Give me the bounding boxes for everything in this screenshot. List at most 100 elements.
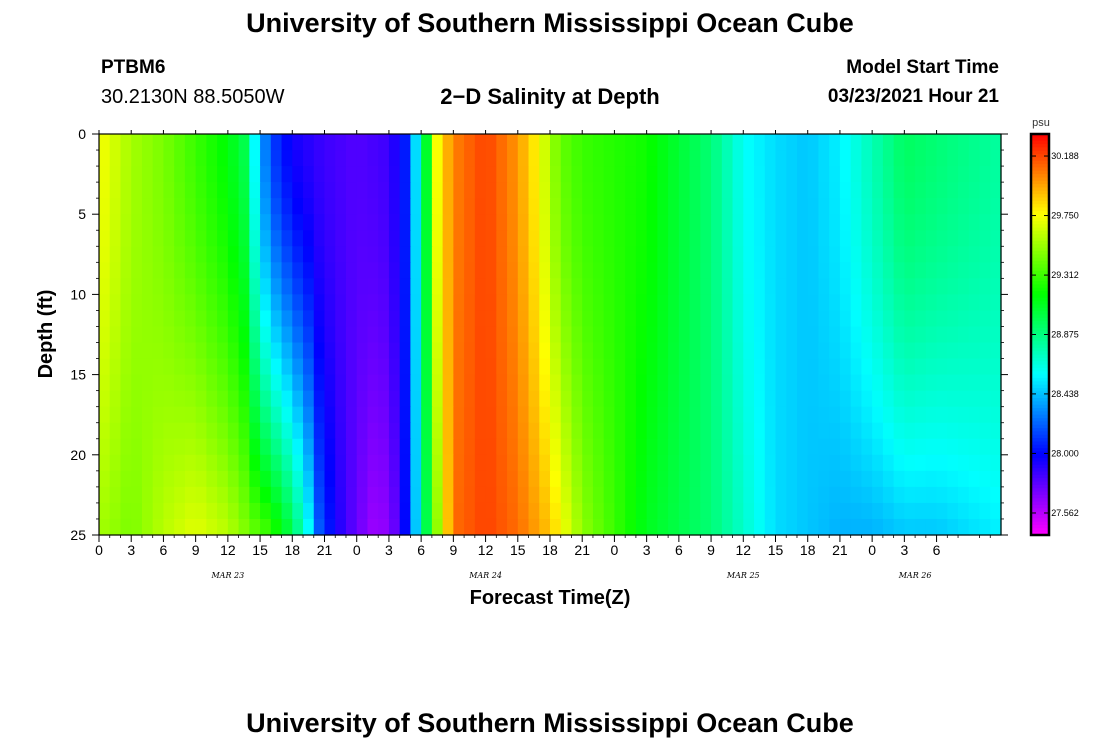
heatmap-cell (700, 454, 712, 472)
heatmap-cell (678, 214, 691, 231)
heatmap-cell (539, 502, 551, 520)
heatmap-cell (292, 182, 304, 199)
heatmap-cell (99, 198, 111, 215)
heatmap-cell (453, 438, 465, 456)
heatmap-cell (238, 294, 250, 312)
heatmap-cell (238, 486, 250, 504)
heatmap-cell (743, 486, 755, 504)
heatmap-cell (882, 470, 895, 488)
heatmap-cell (507, 278, 519, 295)
colorbar-band (1031, 511, 1049, 516)
heatmap-cell (141, 198, 154, 215)
heatmap-cell (507, 406, 519, 424)
heatmap-cell (313, 454, 326, 472)
heatmap-cell (270, 294, 283, 312)
colorbar-band (1031, 160, 1049, 165)
heatmap-cell (507, 294, 519, 312)
heatmap-cell (592, 326, 605, 344)
heatmap-cell (464, 470, 476, 488)
heatmap-cell (131, 278, 143, 295)
heatmap-cell (839, 182, 852, 199)
heatmap-cell (421, 262, 433, 279)
heatmap-cell (431, 406, 444, 424)
heatmap-cell (281, 470, 293, 488)
heatmap-cell (485, 470, 497, 488)
heatmap-cell (152, 230, 165, 247)
heatmap-cell (603, 358, 616, 376)
heatmap-cell (796, 406, 809, 424)
heatmap-cell (560, 518, 573, 536)
heatmap-cell (721, 214, 734, 231)
heatmap-cell (711, 198, 723, 215)
heatmap-cell (786, 454, 798, 472)
heatmap-cell (238, 406, 250, 424)
heatmap-cell (754, 358, 766, 376)
heatmap-cell (421, 390, 433, 408)
heatmap-cell (818, 310, 830, 328)
heatmap-cell (721, 262, 734, 279)
heatmap-cell (861, 342, 873, 360)
heatmap-cell (109, 278, 122, 295)
heatmap-cell (131, 486, 143, 504)
heatmap-cell (270, 310, 283, 328)
heatmap-cell (195, 486, 207, 504)
heatmap-cell (560, 294, 573, 312)
heatmap-cell (152, 374, 165, 392)
heatmap-cell (184, 198, 197, 215)
heatmap-cell (356, 454, 369, 472)
heatmap-cell (818, 326, 830, 344)
heatmap-cell (754, 438, 766, 456)
heatmap-cell (850, 518, 863, 536)
heatmap-cell (818, 358, 830, 376)
heatmap-cell (507, 134, 519, 151)
heatmap-cell (721, 438, 734, 456)
heatmap-cell (163, 246, 175, 263)
heatmap-cell (635, 214, 648, 231)
heatmap-cell (163, 502, 175, 520)
heatmap-cell (796, 374, 809, 392)
y-tick-label: 15 (70, 367, 86, 383)
heatmap-cell (721, 150, 734, 167)
colorbar-band (1031, 187, 1049, 192)
heatmap-cell (560, 470, 573, 488)
colorbar-band (1031, 357, 1049, 362)
heatmap-cell (313, 182, 326, 199)
heatmap-cell (754, 310, 766, 328)
x-tick-label: 18 (800, 542, 816, 558)
heatmap-cell (217, 470, 229, 488)
heatmap-cell (174, 166, 186, 183)
heatmap-cell (979, 454, 991, 472)
heatmap-cell (528, 278, 540, 295)
heatmap-cell (345, 310, 358, 328)
heatmap-cell (217, 486, 229, 504)
heatmap-cell (421, 150, 433, 167)
heatmap-cell (453, 198, 465, 215)
heatmap-cell (882, 294, 895, 312)
heatmap-cell (120, 358, 132, 376)
heatmap-cell (539, 246, 551, 263)
heatmap-cell (260, 422, 272, 440)
heatmap-cell (303, 310, 315, 328)
heatmap-cell (152, 310, 165, 328)
heatmap-cell (625, 454, 637, 472)
heatmap-cell (195, 358, 207, 376)
heatmap-cell (990, 486, 1002, 504)
heatmap-cell (582, 134, 594, 151)
heatmap-cell (925, 358, 938, 376)
heatmap-cell (635, 342, 648, 360)
heatmap-cell (775, 166, 787, 183)
heatmap-cell (141, 374, 154, 392)
heatmap-cell (807, 358, 820, 376)
heatmap-cell (517, 134, 530, 151)
heatmap-cell (646, 246, 658, 263)
heatmap-cell (517, 358, 530, 376)
heatmap-cell (507, 502, 519, 520)
heatmap-cell (592, 518, 605, 536)
heatmap-cell (303, 470, 315, 488)
heatmap-cell (217, 358, 229, 376)
heatmap-cell (249, 374, 261, 392)
heatmap-cell (936, 150, 948, 167)
heatmap-cell (721, 134, 734, 151)
heatmap-cell (968, 326, 981, 344)
heatmap-cell (850, 486, 863, 504)
